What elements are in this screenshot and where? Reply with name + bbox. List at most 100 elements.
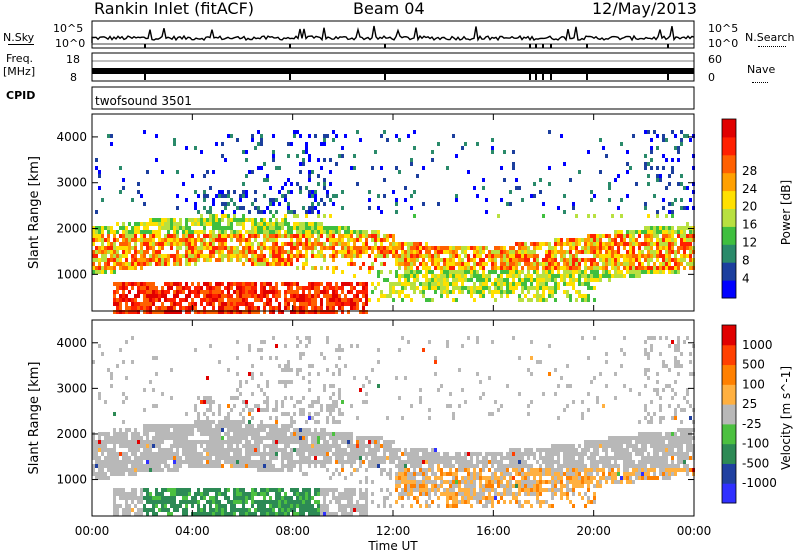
power-cell (458, 258, 461, 262)
velocity-cell (122, 512, 125, 516)
power-cell (587, 238, 590, 242)
velocity-cell (206, 396, 209, 400)
power-cell (299, 238, 302, 242)
power-cell (446, 262, 449, 266)
power-cell (287, 210, 290, 214)
velocity-cell (299, 448, 302, 452)
power-cell (650, 226, 653, 230)
velocity-cell (287, 444, 290, 448)
velocity-cell (338, 492, 341, 496)
velocity-cell (260, 356, 263, 360)
velocity-cell (149, 448, 152, 452)
power-cell (575, 242, 578, 246)
velocity-cell (98, 464, 101, 468)
power-cell (170, 286, 173, 290)
velocity-cell (194, 448, 197, 452)
power-cell (203, 282, 206, 286)
power-cell (254, 250, 257, 254)
power-cell (266, 302, 269, 306)
velocity-cell (95, 456, 98, 460)
velocity-cell (203, 396, 206, 400)
power-cell (119, 262, 122, 266)
velocity-cell (422, 448, 425, 452)
power-cell (539, 286, 542, 290)
power-cell (578, 262, 581, 266)
velocity-cell (422, 476, 425, 480)
power-cell (113, 290, 116, 294)
velocity-cell (191, 448, 194, 452)
velocity-cell (377, 360, 380, 364)
power-cell (176, 206, 179, 210)
power-cell (287, 262, 290, 266)
power-cell (263, 210, 266, 214)
power-cell (653, 230, 656, 234)
power-cell (311, 282, 314, 286)
power-cell (323, 134, 326, 138)
velocity-cell (335, 456, 338, 460)
power-cell (149, 238, 152, 242)
power-cell (320, 166, 323, 170)
power-cell (143, 238, 146, 242)
velocity-cell (224, 492, 227, 496)
power-cell (611, 250, 614, 254)
power-cell (677, 270, 680, 274)
velocity-cell (230, 408, 233, 412)
power-cell (284, 250, 287, 254)
power-cell (245, 294, 248, 298)
power-cell (320, 142, 323, 146)
power-cell (308, 246, 311, 250)
power-cell (584, 258, 587, 262)
velocity-cell (344, 512, 347, 516)
power-cell (302, 246, 305, 250)
power-cell (401, 250, 404, 254)
velocity-cell (167, 464, 170, 468)
power-cell (140, 250, 143, 254)
power-cell (404, 270, 407, 274)
velocity-cell (197, 452, 200, 456)
power-cell (452, 282, 455, 286)
velocity-cell (425, 504, 428, 508)
velocity-cell (173, 436, 176, 440)
velocity-cell (110, 464, 113, 468)
power-cell (269, 306, 272, 310)
power-cell (626, 266, 629, 270)
power-cell (251, 246, 254, 250)
velocity-cell (347, 488, 350, 492)
power-cell (311, 234, 314, 238)
power-cell (674, 242, 677, 246)
power-cell (512, 262, 515, 266)
velocity-cell (470, 472, 473, 476)
velocity-cell (317, 492, 320, 496)
power-cell (173, 302, 176, 306)
velocity-cell (479, 460, 482, 464)
power-cell (656, 166, 659, 170)
power-cell (551, 270, 554, 274)
power-cell (329, 238, 332, 242)
power-cell (428, 246, 431, 250)
power-cell (686, 254, 689, 258)
power-cell (578, 294, 581, 298)
power-cell (563, 290, 566, 294)
velocity-cell (125, 452, 128, 456)
power-cell (647, 226, 650, 230)
power-cell (443, 258, 446, 262)
velocity-cell (332, 452, 335, 456)
power-cell (587, 294, 590, 298)
velocity-cell (149, 460, 152, 464)
power-cell (446, 282, 449, 286)
velocity-cell (143, 504, 146, 508)
power-cell (269, 246, 272, 250)
velocity-cell (338, 372, 341, 376)
power-cell (122, 262, 125, 266)
velocity-cell (125, 456, 128, 460)
power-cell (257, 258, 260, 262)
power-cell (641, 242, 644, 246)
power-cell (254, 290, 257, 294)
power-cell (251, 290, 254, 294)
power-cell (512, 278, 515, 282)
velocity-cell (215, 436, 218, 440)
velocity-cell (137, 460, 140, 464)
velocity-cell (344, 364, 347, 368)
power-cell (200, 230, 203, 234)
power-cell (296, 246, 299, 250)
